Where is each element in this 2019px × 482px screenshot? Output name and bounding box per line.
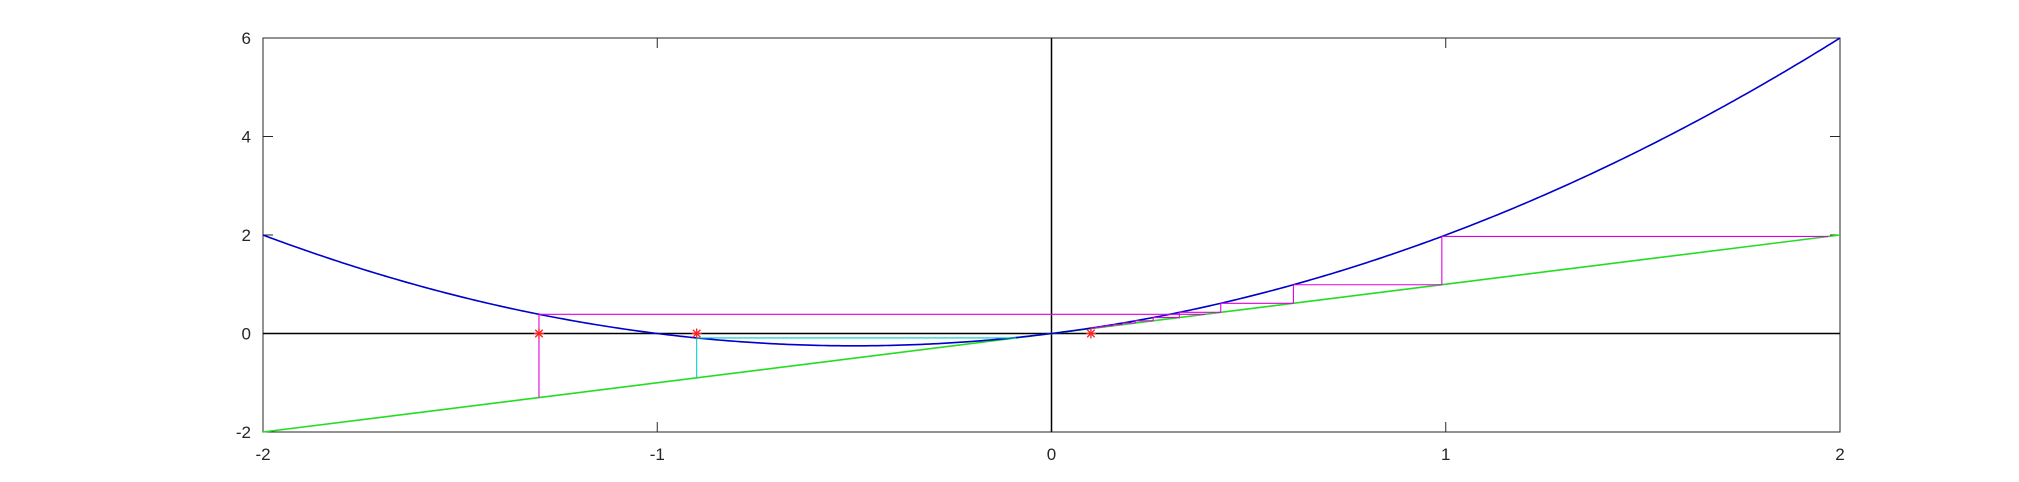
x-tick-label: 1 (1441, 445, 1450, 464)
x-tick-label: -2 (255, 445, 270, 464)
start-marker (691, 328, 702, 339)
start-marker (1085, 328, 1096, 339)
y-tick-label: -2 (236, 423, 251, 442)
start-marker-stroke (534, 329, 544, 338)
start-marker (533, 328, 544, 339)
start-marker-stroke (1086, 329, 1096, 338)
curve-line (262, 37, 1841, 347)
plot-area (262, 37, 1841, 433)
y-tick-label: 0 (242, 325, 251, 344)
y-tick-label: 4 (242, 128, 251, 147)
y-tick-label: 2 (242, 226, 251, 245)
x-tick-label: -1 (650, 445, 665, 464)
x-tick-label: 2 (1835, 445, 1844, 464)
y-tick-label: 6 (242, 29, 251, 48)
x-tick-label: 0 (1047, 445, 1056, 464)
start-marker-stroke (692, 329, 701, 338)
tick-labels: -2 -1 0 1 2 -2 0 2 4 6 (236, 29, 1845, 464)
